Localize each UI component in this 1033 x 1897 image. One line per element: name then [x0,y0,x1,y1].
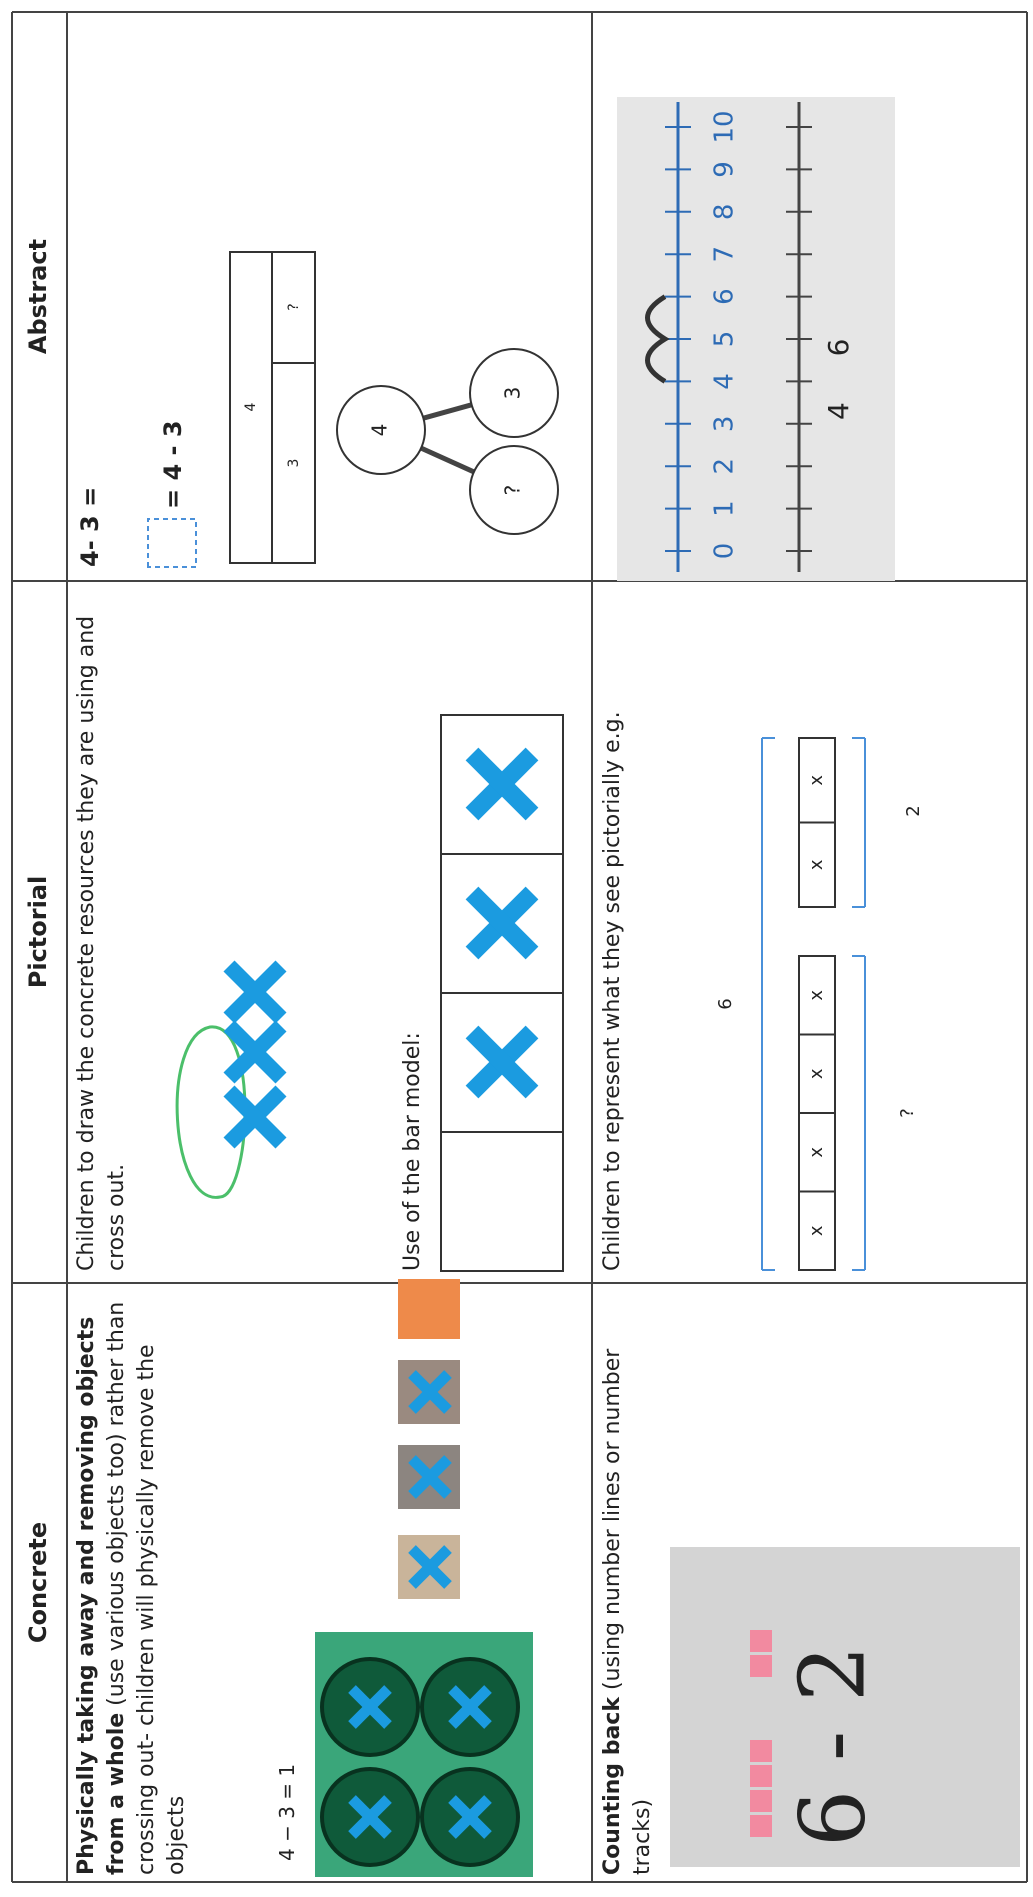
cross [223,1020,287,1084]
brace-label: 2 [903,805,924,816]
pictorial-text: Children to draw the concrete resources … [74,615,129,1271]
cube [750,1630,772,1652]
bar-cell [440,1131,564,1272]
cube [750,1655,772,1677]
cross [448,1685,492,1729]
number-label: 3 [710,416,740,433]
cross [408,1545,452,1589]
bar-label: ? [286,303,302,310]
bar-label: 3 [286,459,302,468]
cross [465,747,539,821]
equation: = 4 - 3 [159,420,187,509]
equation: 4- 3 = [76,486,104,567]
part-circle [469,445,559,535]
cell-label: x [806,1225,827,1236]
number-label: 1 [710,500,740,517]
answer-box [147,518,197,568]
photo [617,97,895,581]
number-label: 8 [710,204,740,221]
number-label: 0 [710,543,740,560]
number-label: 7 [710,246,740,263]
column-header: Abstract [24,238,52,355]
number-label: 4 [710,373,740,390]
bar-cell [798,955,836,1036]
drawing [175,1025,247,1199]
number-label: 5 [710,331,740,348]
circle-label: 3 [501,387,525,400]
cell-label: x [806,775,827,786]
pictorial-text: Children to represent what they see pict… [600,711,625,1271]
brace-label: 6 [715,998,736,1009]
cross [408,1455,452,1499]
cross [223,960,287,1024]
brace-label: ? [897,1108,918,1118]
number-label: 2 [710,458,740,475]
circle-label: ? [501,485,525,496]
cube [750,1740,772,1762]
bar-cell [798,737,836,824]
cross [465,1025,539,1099]
cross [408,1370,452,1414]
cross [348,1795,392,1839]
part-circle [469,348,559,438]
cube [750,1765,772,1787]
column-header: Concrete [24,1521,52,1644]
jump-label: 6 [822,339,855,357]
cross [348,1685,392,1729]
number-label: 6 [710,288,740,305]
concrete-text: Counting back (using number lines or num… [598,1295,658,1875]
jump [645,294,670,384]
bar-label: 4 [243,402,259,411]
cube [750,1815,772,1837]
cell-label: x [806,990,827,1001]
bar-caption: Use of the bar model: [400,1032,425,1271]
equation: 4 − 3 = 1 [275,1763,299,1861]
number-label: 10 [710,110,740,143]
bold-text: Counting back [600,1697,625,1875]
handwriting: 6 - 2 [780,1645,885,1847]
cube [398,1279,460,1339]
cross [223,1085,287,1149]
concrete-text: Physically taking away and removing obje… [72,1295,192,1875]
cell-label: x [806,1068,827,1079]
bar-cell [440,714,564,855]
column-header: Pictorial [24,875,52,989]
jump-label: 4 [822,402,855,420]
cell-label: x [806,1147,827,1158]
cube [750,1790,772,1812]
cross [465,886,539,960]
circle-label: 4 [368,424,392,437]
part-circle [336,385,426,475]
cell-label: x [806,859,827,870]
cross [448,1795,492,1839]
number-label: 9 [710,161,740,178]
